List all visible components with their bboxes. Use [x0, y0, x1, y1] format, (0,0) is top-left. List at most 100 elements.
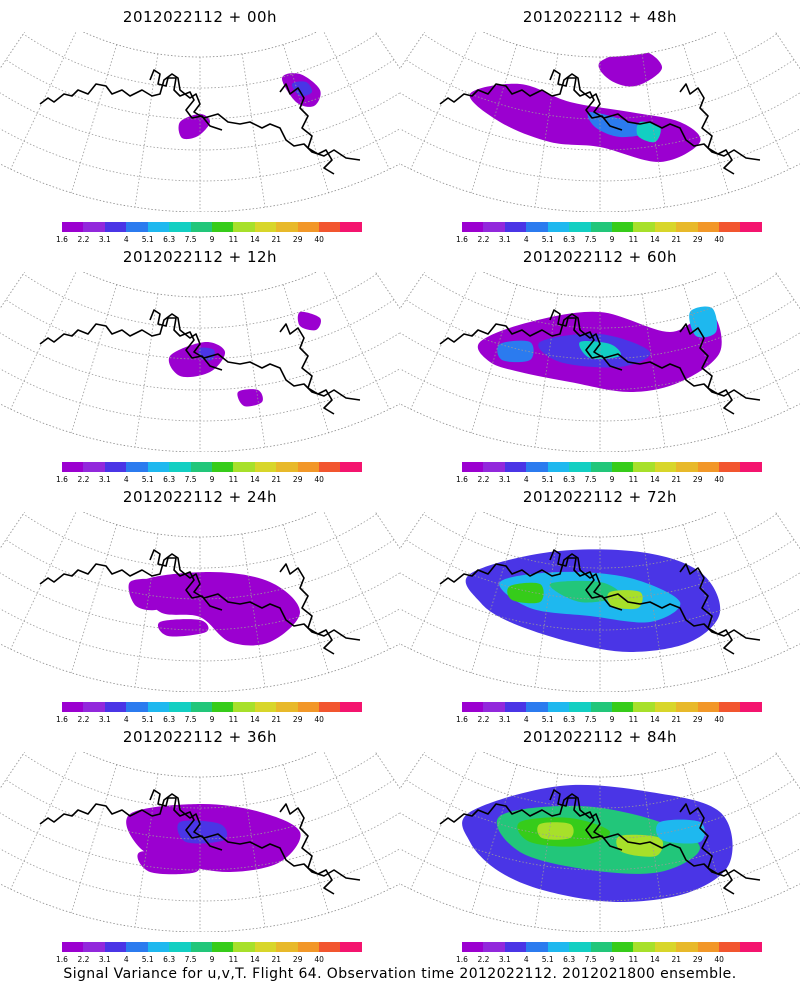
colorbar-segment: [611, 462, 634, 472]
colorbar: [62, 702, 362, 712]
colorbar-segment: [676, 942, 698, 952]
colorbar-tick-label: 14: [650, 715, 660, 724]
colorbar-tick-label: 21: [671, 955, 682, 964]
colorbar-segment: [211, 462, 234, 472]
longitude-line: [641, 293, 666, 448]
longitude-line: [134, 293, 159, 448]
colorbar-segment: [697, 942, 720, 952]
colorbar-segment: [190, 462, 212, 472]
colorbar-tick-label: 9: [609, 955, 615, 964]
map-frame: [0, 512, 400, 692]
colorbar-tick-label: 14: [250, 475, 260, 484]
panel-title: 2012022112 + 60h: [522, 248, 678, 266]
colorbar-segment: [719, 702, 741, 712]
longitude-line: [722, 512, 790, 650]
colorbar-tick-label: 40: [314, 955, 324, 964]
colorbar-tick-label: 6.3: [163, 235, 176, 244]
forecast-panel: 2012022112 + 36h 1.6 2.2 3.1 4 5.1 6.3 7.5 9 11 14…: [0, 720, 400, 964]
polar-map: [0, 272, 400, 452]
colorbar-segment: [340, 942, 362, 952]
colorbar-segment: [719, 462, 741, 472]
polar-map: [0, 752, 400, 932]
colorbar-segment: [297, 462, 320, 472]
coastline: [279, 323, 335, 415]
map-frame: [0, 32, 400, 212]
panel-title: 2012022112 + 36h: [122, 728, 278, 746]
colorbar-tick-label: 21: [271, 955, 282, 964]
polar-map: [400, 32, 800, 212]
latitude-line: [0, 805, 400, 871]
colorbar-tick-label: 1.6: [456, 475, 468, 484]
colorbar-segment: [483, 702, 505, 712]
colorbar-tick-label: 11: [228, 715, 239, 724]
forecast-panel: 2012022112 + 12h 1.6 2.2 3.1 4 5.1 6.3 7.5 9 11 14…: [0, 240, 400, 484]
variance-field: [656, 819, 705, 844]
colorbar-segment: [233, 462, 255, 472]
longitude-line: [241, 533, 266, 688]
longitude-line: [322, 272, 390, 410]
colorbar-tick-label: 21: [671, 715, 682, 724]
colorbar-tick-label: 4: [523, 715, 529, 724]
colorbar-tick-label: 14: [650, 475, 660, 484]
colorbar-segment: [319, 702, 341, 712]
longitude-line: [534, 53, 559, 208]
colorbar-segment: [504, 462, 527, 472]
colorbar-tick-label: 5.1: [141, 235, 154, 244]
latitude-line: [400, 85, 800, 151]
colorbar-tick-label: 9: [209, 955, 215, 964]
variance-field: [616, 834, 664, 857]
colorbar-segment: [504, 702, 527, 712]
latitude-line: [400, 325, 800, 391]
colorbar-tick-label: 21: [271, 715, 282, 724]
colorbar-tick-label: 21: [271, 235, 282, 244]
colorbar-tick-label: 29: [292, 715, 303, 724]
colorbar-labels: 1.6 2.2 3.1 4 5.1 6.3 7.5 9 11 14 21 29 40: [456, 715, 762, 725]
coastline: [679, 323, 735, 415]
colorbar-segment: [233, 942, 255, 952]
forecast-panel: 2012022112 + 24h 1.6 2.2 3.1 4 5.1 6.3 7.5 9 11 14…: [0, 480, 400, 724]
colorbar-segment: [740, 462, 762, 472]
colorbar-segment: [147, 942, 170, 952]
colorbar: [462, 702, 762, 712]
colorbar-segment: [483, 222, 505, 232]
colorbar-labels: 1.6 2.2 3.1 4 5.1 6.3 7.5 9 11 14 21 29 40: [456, 475, 762, 485]
colorbar-tick-label: 4: [123, 235, 129, 244]
longitude-line: [10, 272, 78, 410]
colorbar-tick-label: 3.1: [98, 475, 111, 484]
colorbar-segment: [740, 942, 762, 952]
colorbar-tick-label: 40: [314, 715, 324, 724]
coastline: [39, 313, 361, 401]
colorbar-segment: [504, 942, 527, 952]
colorbar-segment: [126, 942, 148, 952]
coastline: [679, 83, 735, 175]
longitude-line: [410, 752, 478, 890]
forecast-panel: 2012022112 + 72h 1.6 2.2 3.1 4 5.1 6.3 7.5 9 11 14…: [400, 480, 800, 724]
colorbar-tick-label: 29: [292, 475, 303, 484]
colorbar: [462, 942, 762, 952]
variance-field: [237, 389, 263, 407]
coastline: [39, 553, 361, 641]
colorbar-segment: [147, 702, 170, 712]
colorbar-tick-label: 29: [692, 955, 703, 964]
colorbar-tick-label: 3.1: [498, 475, 511, 484]
longitude-line: [70, 44, 118, 193]
polar-map: [0, 32, 400, 212]
coastline: [279, 563, 335, 655]
colorbar-segment: [254, 702, 277, 712]
colorbar-segment: [83, 702, 105, 712]
coastline: [39, 793, 361, 881]
latitude-line: [23, 33, 377, 89]
forecast-panel: 2012022112 + 60h 1.6 2.2 3.1 4 5.1 6.3 7.5 9 11 14…: [400, 240, 800, 484]
colorbar-segment: [169, 222, 191, 232]
colorbar-tick-label: 1.6: [456, 235, 468, 244]
map-frame: [0, 272, 400, 452]
colorbar-segment: [611, 702, 634, 712]
colorbar-segment: [740, 222, 762, 232]
longitude-line: [534, 293, 559, 448]
colorbar-segment: [526, 462, 548, 472]
colorbar-tick-label: 2.2: [477, 475, 490, 484]
colorbar-tick-label: 7.5: [184, 235, 197, 244]
colorbar-segment: [190, 942, 212, 952]
colorbar-tick-label: 1.6: [56, 475, 68, 484]
colorbar-segment: [547, 462, 570, 472]
